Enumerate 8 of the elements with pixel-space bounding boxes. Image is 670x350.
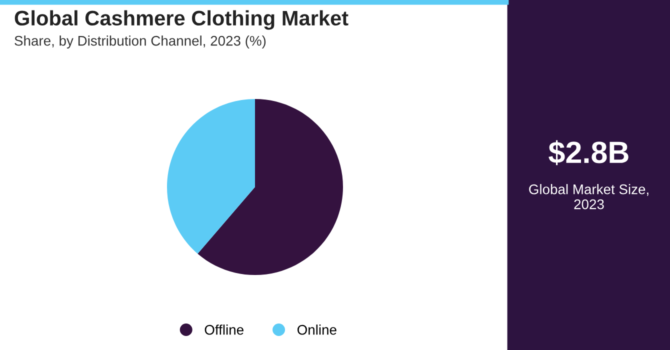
chart-title: Global Cashmere Clothing Market (14, 10, 348, 30)
text: Global Market Size, 2023 (529, 184, 648, 210)
text: $2.8B (548, 140, 628, 166)
pie-slice (198, 99, 343, 275)
legend-label: Offline (204, 324, 244, 335)
pie-slice (167, 99, 255, 254)
legend-label: Online (297, 324, 336, 335)
chart-subtitle: Share, by Distribution Channel, 2023 (%) (14, 36, 266, 48)
